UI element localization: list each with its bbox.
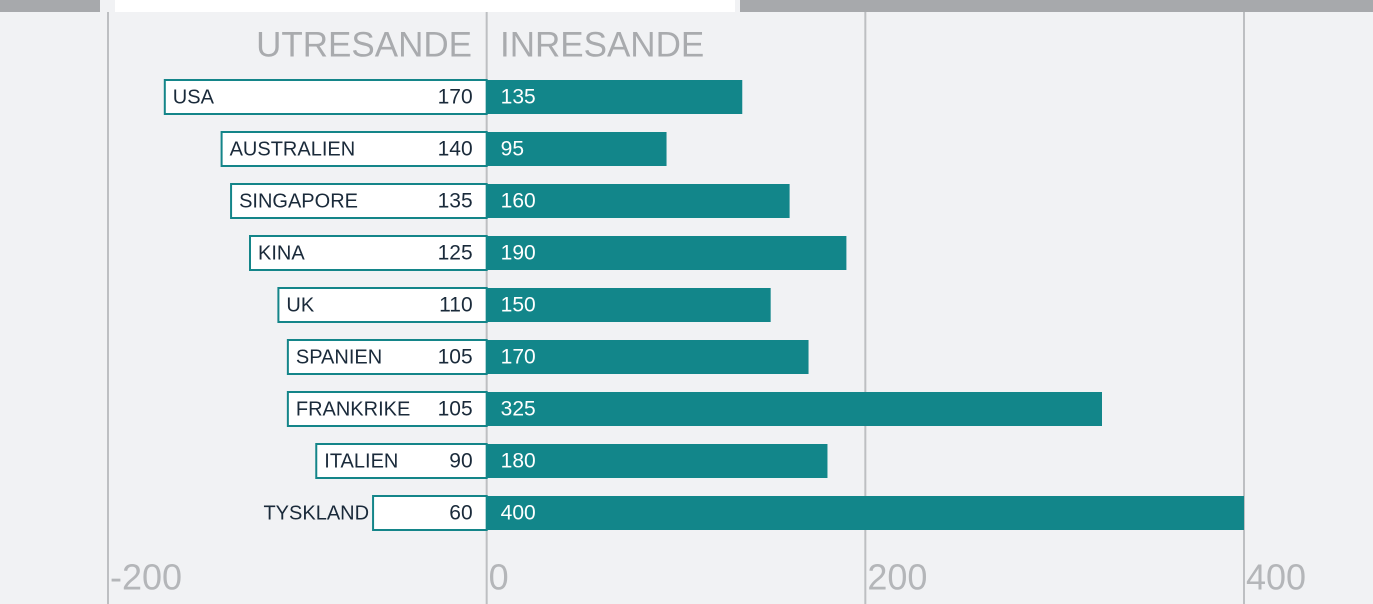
grid: -200 0 200 400 xyxy=(107,12,1306,604)
x-tick-label: 400 xyxy=(1246,557,1306,598)
value-label: 105 xyxy=(438,346,473,369)
value-label: 135 xyxy=(438,190,473,213)
x-tick-label: -200 xyxy=(110,557,182,598)
value-label: 95 xyxy=(501,138,524,161)
bar-incoming xyxy=(486,132,667,166)
category-label: TYSKLAND xyxy=(263,502,369,524)
category-label: SPANIEN xyxy=(296,346,382,368)
plot: 170 135 USA 140 95 AUSTRALIEN 135 160 SINGAPORE 1… xyxy=(163,79,1245,531)
bar-incoming xyxy=(486,392,1103,426)
category-label: KINA xyxy=(258,242,305,264)
value-label: 150 xyxy=(501,294,536,317)
bar-outgoing xyxy=(372,495,488,531)
value-label: 170 xyxy=(438,86,473,109)
bar-outgoing xyxy=(315,443,488,479)
value-label: 400 xyxy=(501,502,536,525)
category-label: USA xyxy=(173,86,215,108)
value-label: 90 xyxy=(449,450,472,473)
bar-outgoing xyxy=(286,391,488,427)
bar-incoming xyxy=(486,496,1245,530)
bar-outgoing xyxy=(286,339,488,375)
category-label: SINGAPORE xyxy=(239,190,358,212)
value-label: 110 xyxy=(439,294,472,317)
category-label: AUSTRALIEN xyxy=(230,138,356,160)
header-tab xyxy=(0,0,100,12)
bar-outgoing xyxy=(163,79,488,115)
value-label: 160 xyxy=(501,190,536,213)
header-tab xyxy=(115,0,735,12)
value-label: 125 xyxy=(438,242,473,265)
series-heading: INRESANDE xyxy=(500,25,704,64)
bar-incoming xyxy=(486,80,743,114)
value-label: 140 xyxy=(438,138,473,161)
value-label: 60 xyxy=(449,502,472,525)
bar-incoming xyxy=(486,184,790,218)
bar-incoming xyxy=(486,340,809,374)
x-tick-label: 200 xyxy=(867,557,927,598)
value-label: 180 xyxy=(501,450,536,473)
header-tab xyxy=(740,0,1373,12)
value-label: 325 xyxy=(501,398,536,421)
x-tick-label: 0 xyxy=(489,557,509,598)
category-label: FRANKRIKE xyxy=(296,398,410,420)
category-label: UK xyxy=(286,294,314,316)
bar-incoming xyxy=(486,236,847,270)
value-label: 190 xyxy=(501,242,536,265)
bar-outgoing xyxy=(277,287,488,323)
series-heading: UTRESANDE xyxy=(256,25,472,64)
value-label: 135 xyxy=(501,86,536,109)
category-label: ITALIEN xyxy=(324,450,398,472)
value-label: 105 xyxy=(438,398,473,421)
bar-incoming xyxy=(486,444,828,478)
bar-incoming xyxy=(486,288,771,322)
value-label: 170 xyxy=(501,346,536,369)
